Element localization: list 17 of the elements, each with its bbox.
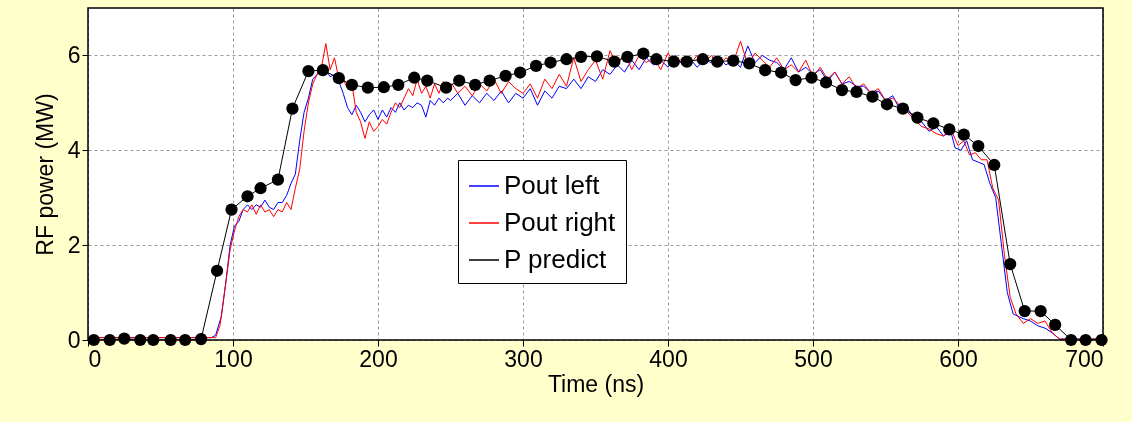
y-tick-label: 4 <box>67 136 81 163</box>
y-tick-label: 0 <box>67 326 81 353</box>
legend-label: Pout right <box>504 207 617 237</box>
y-axis-title: RF power (MW) <box>31 93 58 256</box>
x-tick-label: 700 <box>1065 345 1104 372</box>
x-tick-label: 300 <box>504 345 543 372</box>
x-tick-label: 0 <box>88 345 102 372</box>
x-axis-title: Time (ns) <box>547 370 645 397</box>
x-tick-label: 500 <box>794 345 833 372</box>
x-tick-label: 200 <box>359 345 398 372</box>
y-tick-label: 2 <box>67 231 81 258</box>
x-tick-label: 100 <box>214 345 253 372</box>
y-tick-label: 6 <box>67 41 81 68</box>
legend-label: P predict <box>504 244 607 274</box>
x-tick-label: 600 <box>939 345 978 372</box>
x-tick-label: 400 <box>649 345 688 372</box>
legend-label: Pout left <box>504 170 601 200</box>
